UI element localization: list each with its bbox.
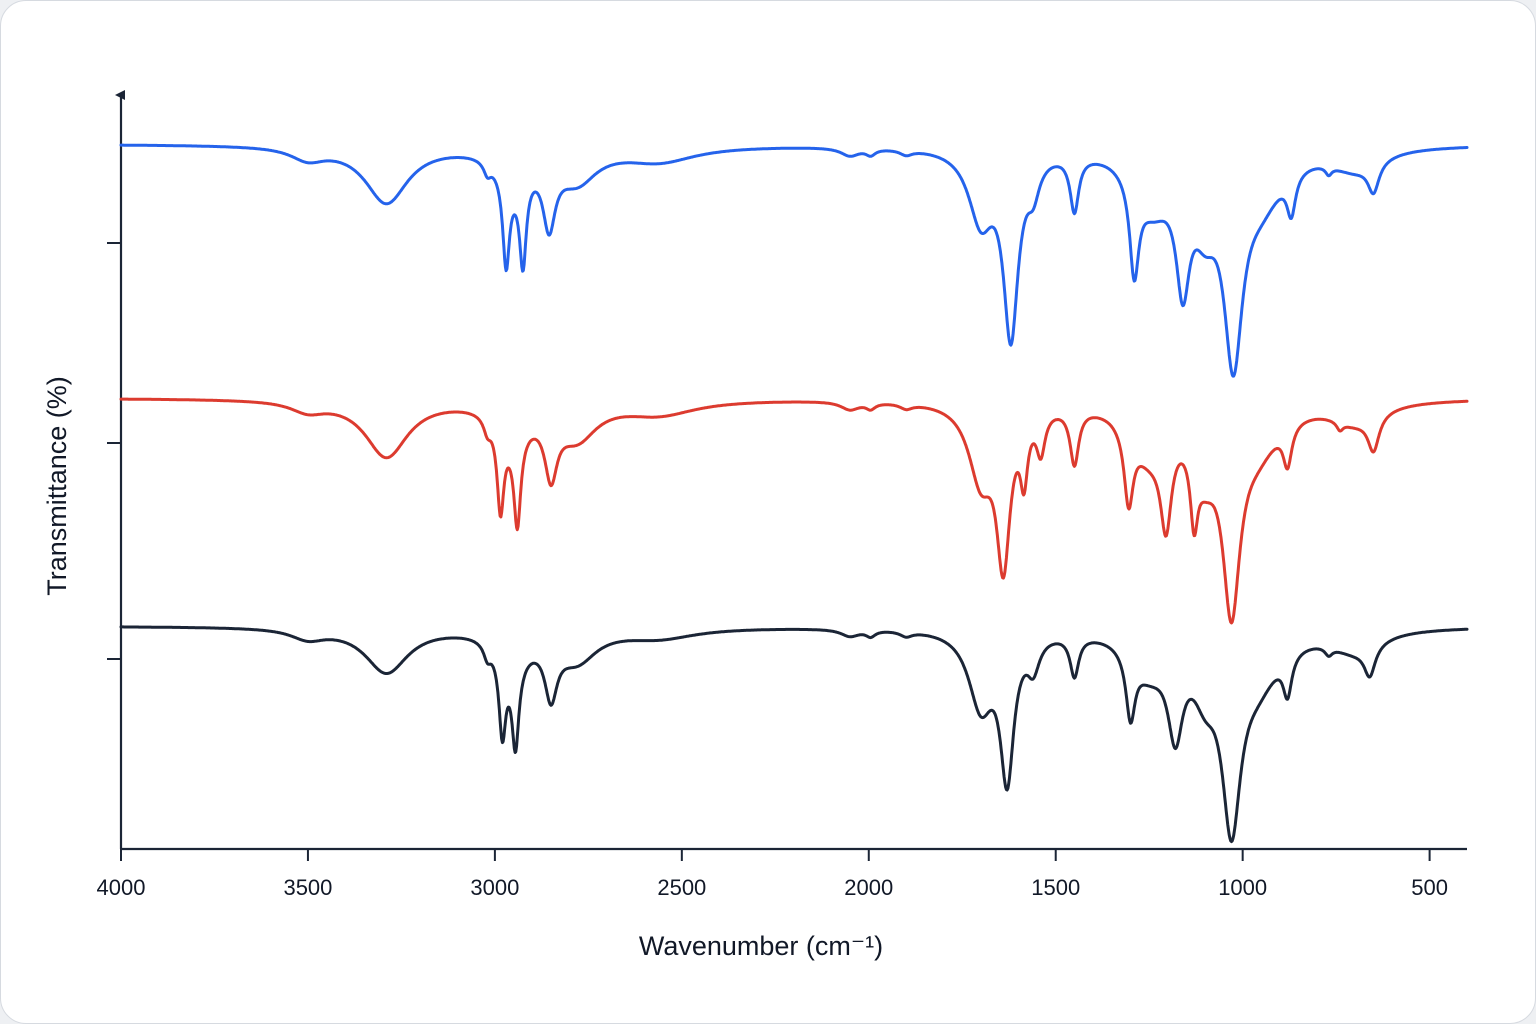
x-tick-label: 4000 bbox=[97, 875, 146, 900]
axis-labels: Wavenumber (cm⁻¹) Transmittance (%) bbox=[42, 376, 883, 961]
x-tick-label: 1000 bbox=[1218, 875, 1267, 900]
x-tick-label: 2000 bbox=[844, 875, 893, 900]
spectrum-series-3 bbox=[119, 625, 1469, 844]
series-group bbox=[119, 143, 1469, 844]
x-tick-label: 1500 bbox=[1031, 875, 1080, 900]
x-tick-label: 3000 bbox=[470, 875, 519, 900]
spectrum-series-2 bbox=[119, 397, 1469, 625]
x-tick-label: 3500 bbox=[283, 875, 332, 900]
spectrum-series-1 bbox=[119, 143, 1469, 378]
x-tick-label: 2500 bbox=[657, 875, 706, 900]
x-axis-title: Wavenumber (cm⁻¹) bbox=[639, 931, 883, 961]
y-axis-title: Transmittance (%) bbox=[42, 376, 72, 596]
axes: 4000 3500 3000 2500 2000 1500 1000 500 bbox=[97, 90, 1467, 900]
x-tick-label: 500 bbox=[1411, 875, 1448, 900]
